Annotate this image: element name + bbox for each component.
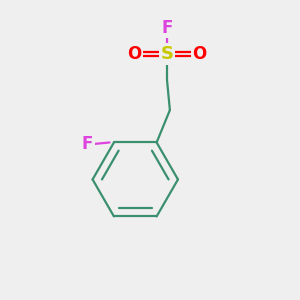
Text: O: O: [192, 45, 206, 63]
Text: S: S: [160, 45, 173, 63]
Text: O: O: [128, 45, 142, 63]
Text: F: F: [82, 135, 93, 153]
Text: F: F: [161, 19, 172, 37]
